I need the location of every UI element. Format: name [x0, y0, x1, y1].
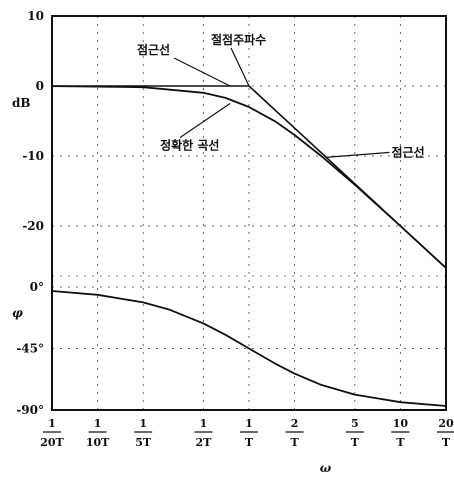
x-tick-numerator: 1 [245, 417, 253, 430]
x-tick-numerator: 1 [200, 417, 208, 430]
curves [51, 85, 447, 407]
phase-curve [51, 290, 447, 407]
x-tick-numerator: 5 [351, 417, 359, 430]
annotation-label: 점근선 [137, 42, 170, 57]
annotation-leader [179, 103, 231, 138]
x-tick-denominator: 2T [195, 436, 212, 449]
x-tick-numerator: 1 [94, 417, 102, 430]
x-tick-denominator: T [351, 436, 360, 449]
x-tick-numerator: 1 [139, 417, 147, 430]
exact-magnitude-curve [51, 85, 447, 269]
x-tick-denominator: 5T [135, 436, 152, 449]
x-axis-label: ω [320, 461, 332, 475]
magnitude-y-tick-label: -10 [22, 149, 44, 163]
x-tick-denominator: 20T [40, 436, 64, 449]
x-tick-denominator: 10T [86, 436, 110, 449]
annotation-leaders [173, 47, 390, 158]
x-tick-denominator: T [245, 436, 254, 449]
x-tick-numerator: 2 [291, 417, 299, 430]
phase-y-tick-label: -45° [16, 342, 44, 356]
annotation-label: 정확한 곡선 [160, 138, 219, 153]
magnitude-y-tick-label: 10 [27, 9, 44, 23]
annotation-label: 절점주파수 [211, 32, 266, 47]
labels: 120T110T15T12T1T2T5T10T20T100-10-200°-45… [12, 9, 454, 475]
plot-frame [51, 15, 447, 411]
x-tick-denominator: T [290, 436, 299, 449]
x-tick-denominator: T [396, 436, 405, 449]
annotation-leader [173, 57, 231, 87]
plot-border [51, 15, 447, 411]
phase-y-tick-label: -90° [16, 403, 44, 417]
magnitude-y-axis-label: dB [12, 96, 31, 110]
phase-y-axis-label: φ [12, 306, 23, 320]
magnitude-y-tick-label: -20 [22, 219, 44, 233]
x-tick-numerator: 20 [438, 417, 454, 430]
x-tick-numerator: 10 [393, 417, 409, 430]
magnitude-y-tick-label: 0 [36, 79, 44, 93]
x-tick-denominator: T [442, 436, 451, 449]
annotation-label: 점근선 [391, 144, 424, 159]
annotation-leader [230, 47, 250, 87]
phase-y-tick-label: 0° [30, 280, 44, 294]
x-tick-numerator: 1 [48, 417, 56, 430]
grid [52, 16, 446, 410]
annotation-leader [325, 151, 390, 158]
